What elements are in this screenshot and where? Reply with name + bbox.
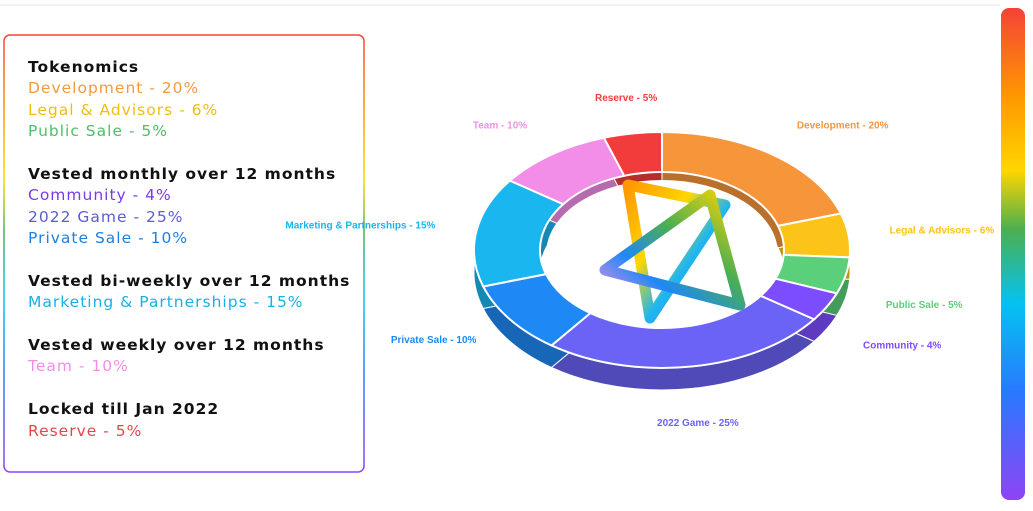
legend-panel: Tokenomics Development - 20% Legal & Advis… xyxy=(28,57,350,463)
slice-label: Community - 4% xyxy=(863,341,941,352)
slice-label: Private Sale - 10% xyxy=(391,335,477,346)
donut: Development - 20% Legal & Advisors - 6% Pu… xyxy=(285,93,994,429)
group-item: 2022 Game - 25% xyxy=(28,207,184,226)
group-item: Reserve - 5% xyxy=(28,421,143,440)
legend-group: Tokenomics Development - 20% Legal & Advis… xyxy=(28,57,350,143)
group-item: Team - 10% xyxy=(28,357,129,376)
panel-border xyxy=(3,34,365,473)
logo-stroke xyxy=(599,189,746,311)
group-item: Community - 4% xyxy=(28,186,172,205)
legend-group: Vested monthly over 12 months Community -… xyxy=(28,164,350,250)
group-heading: Vested monthly over 12 months xyxy=(28,164,337,183)
slice xyxy=(549,294,816,369)
slice-label: 2022 Game - 25% xyxy=(657,418,739,429)
legend-group: Vested weekly over 12 months Team - 10% xyxy=(28,335,350,378)
group-heading: Tokenomics xyxy=(28,58,140,76)
slice-label: Team - 10% xyxy=(473,121,527,132)
slice-label: Legal & Advisors - 6% xyxy=(890,225,995,236)
legend-group: Vested bi-weekly over 12 months Marketing… xyxy=(28,271,350,314)
group-item: Legal & Advisors - 6% xyxy=(28,100,219,119)
slice xyxy=(602,130,663,177)
slice-label: Reserve - 5% xyxy=(595,93,657,104)
group-item: Public Sale - 5% xyxy=(28,122,169,141)
group-item: Private Sale - 10% xyxy=(28,229,189,248)
side-gradient xyxy=(1001,8,1025,500)
group-heading: Vested bi-weekly over 12 months xyxy=(28,271,351,290)
slice-label: Development - 20% xyxy=(797,121,889,132)
slice-label: Public Sale - 5% xyxy=(886,300,963,311)
logo xyxy=(599,179,746,324)
legend-group: Locked till Jan 2022 Reserve - 5% xyxy=(28,399,350,442)
group-item: Marketing & Partnerships - 15% xyxy=(28,293,304,312)
group-item: Development - 20% xyxy=(28,79,200,98)
group-heading: Locked till Jan 2022 xyxy=(28,400,220,419)
group-heading: Vested weekly over 12 months xyxy=(28,336,325,355)
slice-label: Marketing & Partnerships - 15% xyxy=(285,221,435,232)
